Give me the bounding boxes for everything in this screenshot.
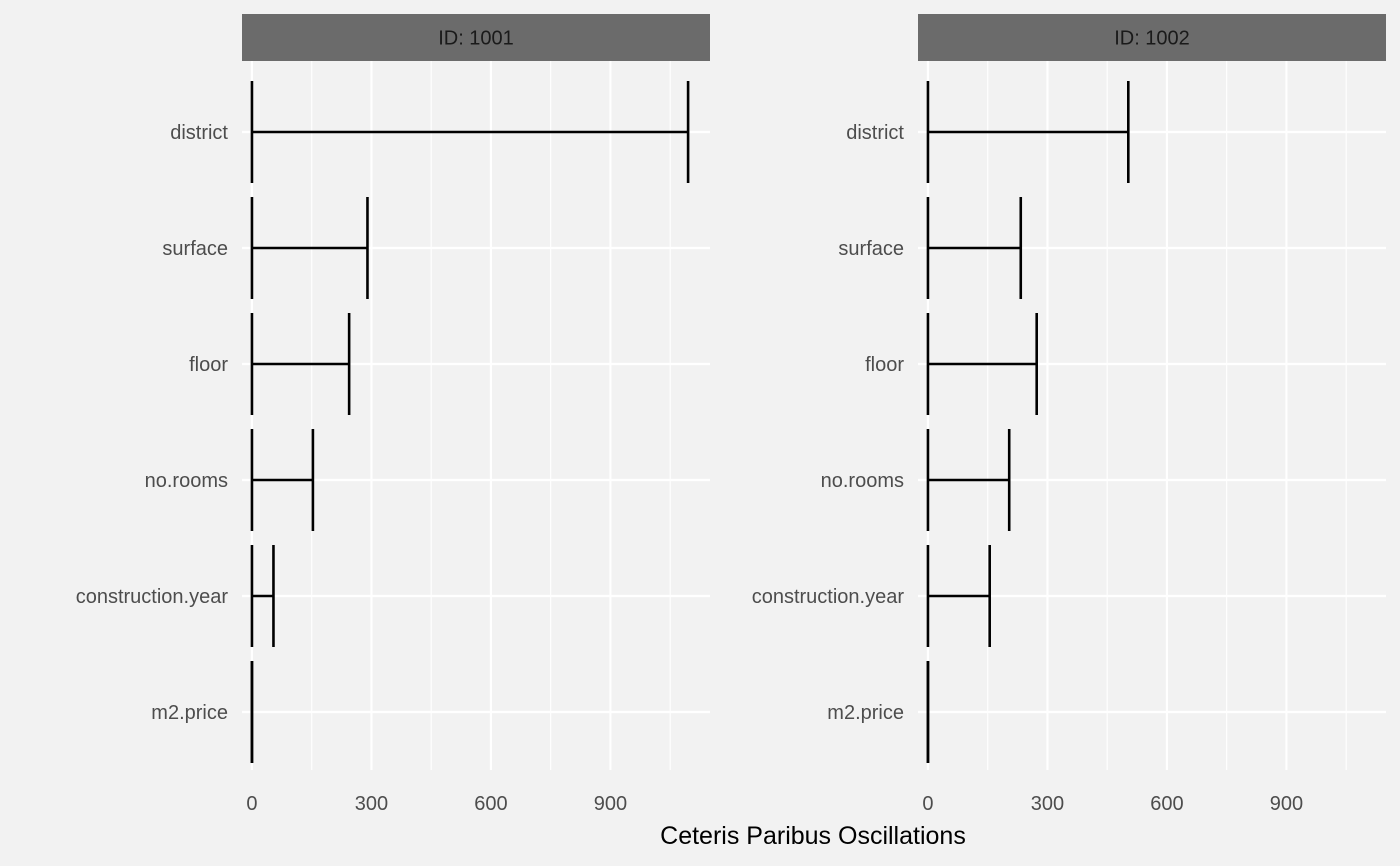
y-tick-label: surface [838,238,904,260]
data-mark [926,313,1038,415]
data-mark [250,545,275,647]
x-axis-title: Ceteris Paribus Oscillations [660,822,966,850]
facet-strip-title: ID: 1002 [1114,28,1190,50]
panel-background [918,61,1386,770]
data-mark [926,545,991,647]
facet-panels: ID: 1001 district surface floor no.rooms cons… [76,14,1386,815]
panel-background [242,61,710,770]
y-tick-label: construction.year [76,586,229,608]
data-mark [926,81,1130,183]
y-tick-label: m2.price [827,702,904,724]
x-tick-label: 900 [594,793,627,815]
x-tick-label: 300 [355,793,388,815]
x-tick-label: 300 [1031,793,1064,815]
x-tick-label: 600 [1150,793,1183,815]
facet-panel-1: ID: 1001 district surface floor no.rooms cons… [76,14,710,815]
y-tick-label: m2.price [151,702,228,724]
x-tick-label: 900 [1270,793,1303,815]
facet-strip [918,14,1386,61]
data-mark [250,197,369,299]
data-mark [250,429,315,531]
data-mark [926,429,1011,531]
y-tick-label: district [846,122,904,144]
x-tick-label: 0 [922,793,933,815]
y-tick-label: surface [162,238,228,260]
y-tick-label: floor [865,354,904,376]
y-tick-label: no.rooms [145,470,228,492]
y-tick-label: district [170,122,228,144]
facet-strip [242,14,710,61]
facet-strip-title: ID: 1001 [438,28,514,50]
x-tick-label: 0 [246,793,257,815]
data-mark [926,197,1023,299]
facet-panel-2: ID: 1002 district surface floor no.rooms cons… [752,14,1386,815]
y-tick-label: floor [189,354,228,376]
y-tick-label: no.rooms [821,470,904,492]
x-tick-label: 600 [474,793,507,815]
data-mark [250,313,351,415]
data-mark [250,81,690,183]
y-tick-label: construction.year [752,586,905,608]
